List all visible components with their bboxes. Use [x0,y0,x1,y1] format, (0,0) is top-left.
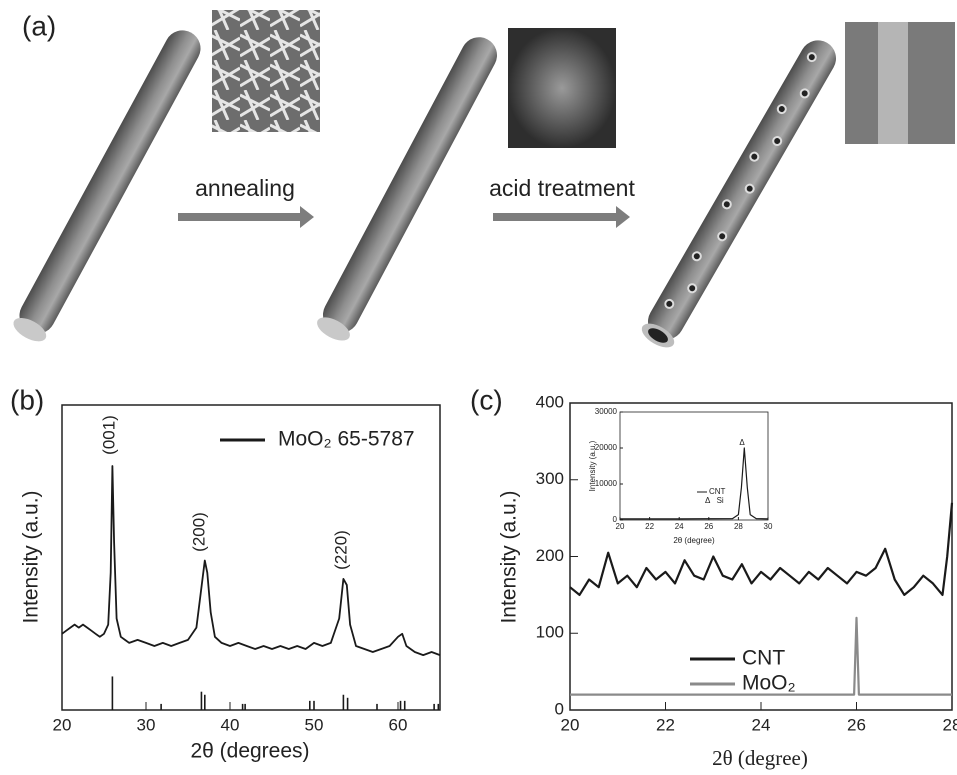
peak-label: Δ [739,438,745,447]
y-axis-label: Intensity (a.u.) [588,440,597,491]
peak-label: (220) [331,530,350,570]
x-tick-label: 20 [561,715,580,734]
panel-label: (c) [470,384,503,415]
y-tick-label: 30000 [595,407,618,416]
y-tick-label: 10000 [595,479,618,488]
sem-image [508,28,616,148]
x-tick-label: 20 [53,715,72,734]
peak-label: (001) [99,415,118,455]
nanofiber-rod [13,30,201,342]
legend-label: Δ Si [705,496,724,505]
x-tick-label: 60 [389,715,408,734]
y-tick-label: 200 [536,546,564,565]
legend-label: MoO₂ [742,672,796,695]
plot-frame [619,411,769,521]
x-tick-label: 24 [675,522,684,531]
nanofiber-rod [317,37,498,341]
porous-tube [641,40,836,348]
x-tick-label: 22 [656,715,675,734]
x-tick-label: 28 [734,522,743,531]
panel-label: (b) [10,384,44,415]
x-tick-label: 40 [221,715,240,734]
x-tick-label: 20 [616,522,625,531]
data-line [61,465,441,656]
x-tick-label: 26 [847,715,866,734]
legend-label: MoO₂ 65-5787 [278,428,415,451]
x-tick-label: 26 [704,522,713,531]
y-tick-label: 300 [536,469,564,488]
x-tick-label: 50 [305,715,324,734]
y-tick-label: 400 [536,392,564,411]
arrow [493,206,630,228]
x-tick-label: 22 [645,522,654,531]
y-axis-label: Intensity (a.u.) [20,490,43,623]
data-line [620,447,769,520]
legend-label: CNT [742,647,785,670]
y-tick-label: 0 [613,515,618,524]
step-label: annealing [195,175,295,201]
plot-frame [61,404,441,711]
x-tick-label: 30 [764,522,773,531]
x-axis-label: 2θ (degree) [712,746,808,770]
legend-label: CNT [709,487,726,496]
x-tick-label: 24 [752,715,771,734]
y-tick-label: 100 [536,623,564,642]
peak-label: (200) [189,512,208,552]
panel-label: (a) [22,10,56,41]
step-label: acid treatment [489,175,635,201]
y-tick-label: 0 [555,699,564,718]
x-axis-label: 2θ (degree) [673,536,715,545]
sem-image [212,10,320,132]
sem-fiber [878,22,908,144]
x-tick-label: 28 [943,715,957,734]
data-line [569,502,954,596]
x-tick-label: 30 [137,715,156,734]
arrow [178,206,314,228]
y-axis-label: Intensity (a.u.) [498,490,521,623]
data-line [570,616,952,696]
y-tick-label: 20000 [595,443,618,452]
x-axis-label: 2θ (degrees) [190,740,309,763]
